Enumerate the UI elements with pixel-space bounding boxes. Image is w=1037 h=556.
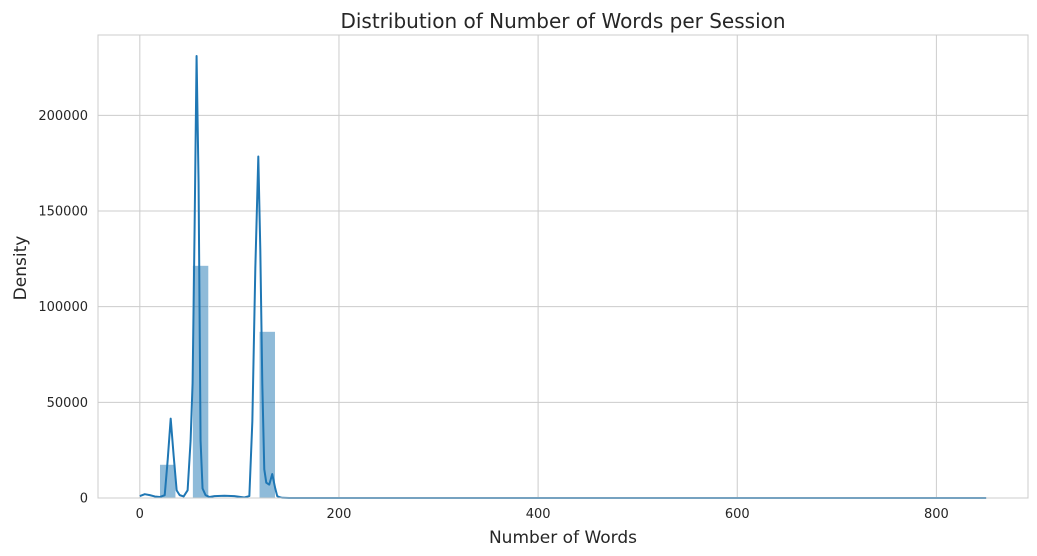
y-axis-ticks: 0 50000 100000 150000 200000	[38, 109, 88, 507]
x-axis-label: Number of Words	[489, 528, 637, 548]
x-tick-label: 400	[526, 507, 551, 522]
y-tick-label: 200000	[38, 109, 88, 124]
grid-layer	[98, 35, 1028, 499]
x-tick-label: 600	[725, 507, 750, 522]
y-axis-label: Density	[11, 236, 31, 301]
chart-title: Distribution of Number of Words per Sess…	[340, 9, 785, 33]
x-tick-label: 200	[327, 507, 352, 522]
plot-frame	[97, 34, 1029, 499]
bar-layer	[159, 265, 276, 499]
y-tick-label: 100000	[38, 300, 88, 315]
kde-line	[139, 55, 987, 499]
x-tick-label: 800	[924, 507, 949, 522]
x-axis-ticks: 0 200 400 600 800	[136, 507, 949, 522]
y-tick-label: 50000	[47, 396, 88, 411]
kde-layer	[139, 55, 987, 499]
y-tick-label: 0	[80, 492, 88, 507]
x-tick-label: 0	[136, 507, 144, 522]
y-tick-label: 150000	[38, 205, 88, 220]
